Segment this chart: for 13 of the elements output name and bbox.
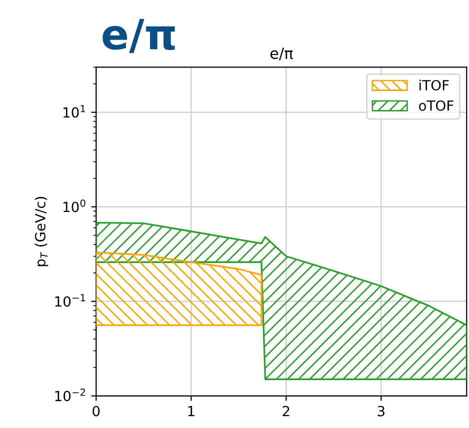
y-axis-title: p$_{T}$ (GeV/c) xyxy=(34,196,48,266)
chart-title: e/π xyxy=(270,48,293,60)
x-tick-label: 3 xyxy=(378,406,384,416)
legend-label: oTOF xyxy=(419,100,454,111)
y-tick-label: 10$^{0}$ xyxy=(64,199,86,212)
x-tick-label: 2 xyxy=(282,406,290,416)
y-tick-label: 10$^{−1}$ xyxy=(55,294,86,307)
y-tick-label: 10$^{−2}$ xyxy=(55,388,85,402)
x-tick-label: 1 xyxy=(188,406,194,416)
text: e/π xyxy=(102,18,175,54)
y-tick-label: 10$^{1}$ xyxy=(64,105,86,118)
legend-label: iTOF xyxy=(420,80,449,90)
x-tick-label: 0 xyxy=(92,406,100,416)
